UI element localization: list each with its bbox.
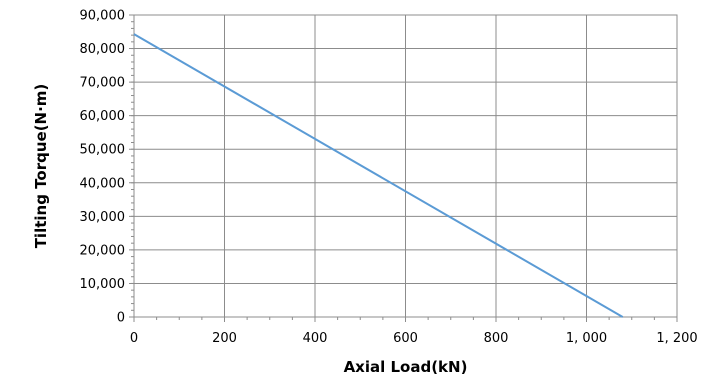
x-tick-labels: 0 200 400 600 800 1, 000 1, 200 bbox=[130, 331, 698, 346]
minor-ticks bbox=[131, 14, 678, 320]
y-tick-label: 40,000 bbox=[80, 176, 126, 191]
y-tick-labels: 0 10,000 20,000 30,000 40,000 50,000 60,000 70,… bbox=[80, 9, 126, 326]
x-tick-label: 200 bbox=[212, 331, 237, 346]
y-tick-label: 0 bbox=[117, 311, 125, 326]
y-axis-title: Tilting Torque(N·m) bbox=[32, 84, 50, 249]
x-tick-label: 400 bbox=[303, 331, 328, 346]
y-tick-label: 90,000 bbox=[80, 9, 126, 24]
y-tick-label: 80,000 bbox=[80, 42, 126, 57]
y-tick-label: 20,000 bbox=[80, 243, 126, 258]
x-tick-label: 1, 000 bbox=[566, 331, 607, 346]
x-tick-label: 800 bbox=[484, 331, 509, 346]
y-tick-label: 30,000 bbox=[80, 210, 126, 225]
series-line bbox=[133, 33, 624, 318]
x-axis-title: Axial Load(kN) bbox=[344, 358, 468, 376]
x-tick-label: 0 bbox=[130, 331, 138, 346]
plot-frame bbox=[133, 14, 678, 318]
y-tick-label: 10,000 bbox=[80, 277, 126, 292]
series-layer bbox=[133, 33, 624, 318]
y-tick-label: 50,000 bbox=[80, 143, 126, 158]
y-tick-label: 60,000 bbox=[80, 109, 126, 124]
x-tick-label: 600 bbox=[393, 331, 418, 346]
y-tick-label: 70,000 bbox=[80, 76, 126, 91]
grid-layer bbox=[129, 14, 678, 322]
x-tick-label: 1, 200 bbox=[656, 331, 697, 346]
